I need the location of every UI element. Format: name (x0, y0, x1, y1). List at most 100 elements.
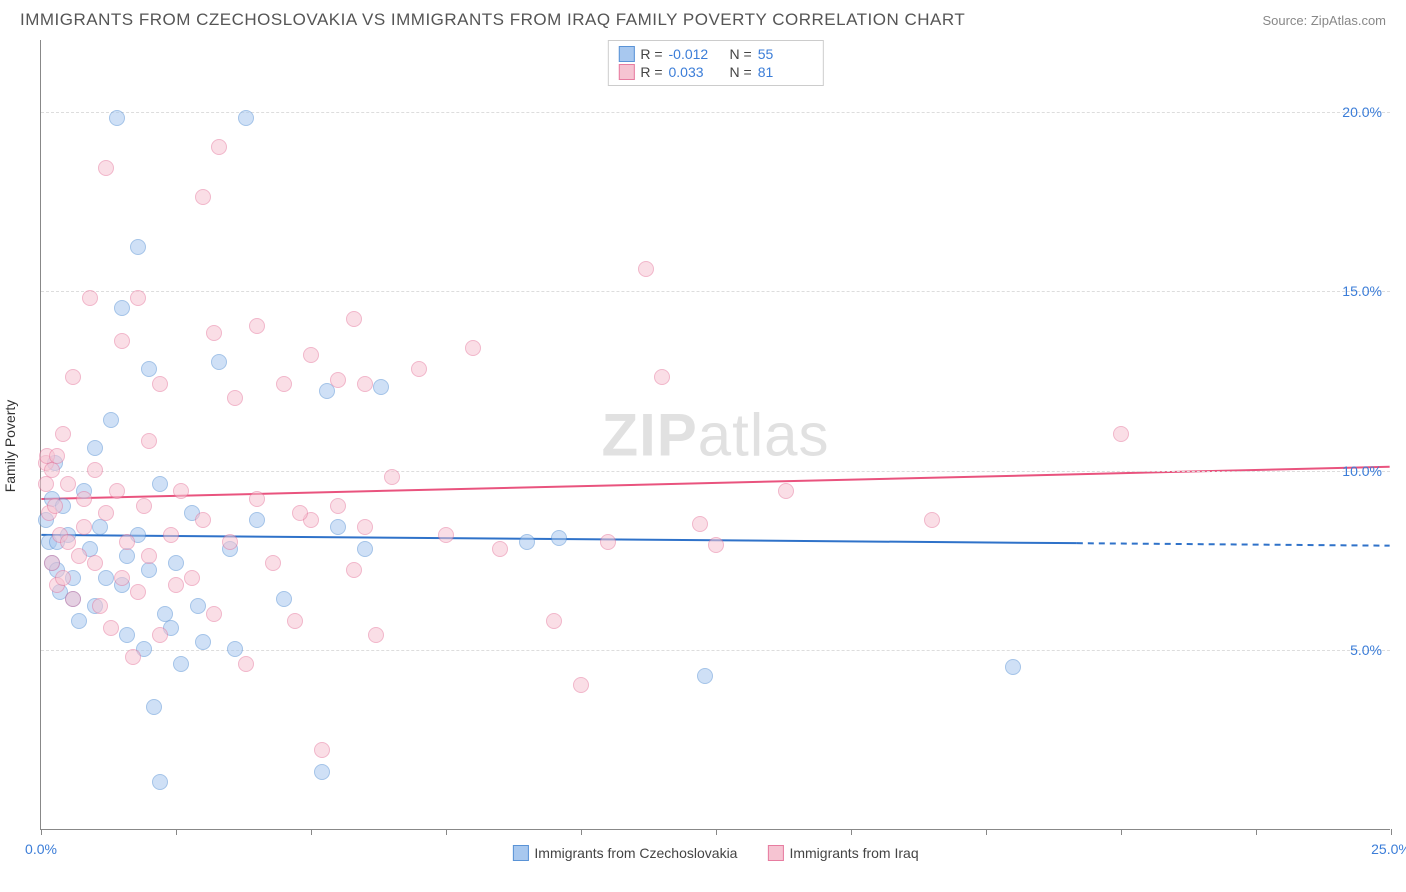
scatter-point (119, 627, 135, 643)
scatter-point (276, 376, 292, 392)
chart-title: IMMIGRANTS FROM CZECHOSLOVAKIA VS IMMIGR… (20, 10, 965, 30)
scatter-point (249, 512, 265, 528)
scatter-point (119, 534, 135, 550)
scatter-point (222, 534, 238, 550)
trend-line-dashed (1077, 543, 1390, 545)
legend-series-label: Immigrants from Czechoslovakia (534, 845, 737, 861)
trend-lines-svg (41, 40, 1390, 829)
scatter-point (227, 641, 243, 657)
y-tick-label: 15.0% (1342, 283, 1382, 299)
scatter-point (82, 290, 98, 306)
scatter-point (141, 433, 157, 449)
scatter-point (65, 591, 81, 607)
stat-r-label: R = (640, 64, 662, 80)
scatter-point (114, 300, 130, 316)
scatter-point (55, 426, 71, 442)
scatter-point (173, 483, 189, 499)
grid-line (41, 650, 1390, 651)
scatter-point (47, 498, 63, 514)
x-tick (1121, 829, 1122, 835)
scatter-point (130, 584, 146, 600)
legend-series-item: Immigrants from Iraq (767, 845, 918, 861)
scatter-point (368, 627, 384, 643)
scatter-point (119, 548, 135, 564)
scatter-point (49, 448, 65, 464)
scatter-point (114, 333, 130, 349)
grid-line (41, 471, 1390, 472)
x-tick-label: 25.0% (1371, 841, 1406, 857)
scatter-point (924, 512, 940, 528)
stat-r-value: 0.033 (669, 64, 724, 80)
scatter-point (206, 325, 222, 341)
scatter-point (152, 627, 168, 643)
scatter-point (346, 311, 362, 327)
scatter-point (168, 577, 184, 593)
scatter-point (60, 476, 76, 492)
scatter-point (44, 462, 60, 478)
watermark: ZIPatlas (601, 400, 829, 469)
x-tick (446, 829, 447, 835)
scatter-point (211, 354, 227, 370)
scatter-point (136, 498, 152, 514)
x-tick (41, 829, 42, 835)
scatter-point (44, 555, 60, 571)
chart-source: Source: ZipAtlas.com (1262, 13, 1386, 28)
scatter-point (287, 613, 303, 629)
legend-stat-row: R = 0.033N = 81 (608, 63, 822, 81)
scatter-point (692, 516, 708, 532)
scatter-point (114, 570, 130, 586)
series-legend: Immigrants from Czechoslovakia Immigrants… (512, 845, 918, 861)
x-tick (1391, 829, 1392, 835)
scatter-point (168, 555, 184, 571)
scatter-point (195, 634, 211, 650)
scatter-point (87, 555, 103, 571)
scatter-point (195, 189, 211, 205)
scatter-point (103, 412, 119, 428)
scatter-point (346, 562, 362, 578)
scatter-point (195, 512, 211, 528)
scatter-point (65, 369, 81, 385)
scatter-point (292, 505, 308, 521)
scatter-point (152, 376, 168, 392)
x-tick (1256, 829, 1257, 835)
y-tick-label: 5.0% (1350, 642, 1382, 658)
scatter-point (152, 476, 168, 492)
stat-r-value: -0.012 (669, 46, 724, 62)
scatter-point (141, 562, 157, 578)
scatter-point (384, 469, 400, 485)
scatter-point (141, 548, 157, 564)
scatter-point (438, 527, 454, 543)
x-tick (986, 829, 987, 835)
scatter-point (600, 534, 616, 550)
scatter-point (87, 440, 103, 456)
scatter-point (238, 656, 254, 672)
scatter-point (76, 491, 92, 507)
scatter-point (265, 555, 281, 571)
scatter-point (492, 541, 508, 557)
scatter-point (109, 483, 125, 499)
scatter-point (778, 483, 794, 499)
x-tick-label: 0.0% (25, 841, 57, 857)
scatter-point (303, 347, 319, 363)
scatter-point (103, 620, 119, 636)
stat-n-label: N = (730, 64, 752, 80)
legend-swatch (618, 46, 634, 62)
scatter-point (465, 340, 481, 356)
x-tick (716, 829, 717, 835)
scatter-point (141, 361, 157, 377)
scatter-point (330, 519, 346, 535)
scatter-point (76, 519, 92, 535)
stat-n-label: N = (730, 46, 752, 62)
scatter-point (92, 598, 108, 614)
legend-swatch (512, 845, 528, 861)
x-tick (311, 829, 312, 835)
correlation-legend: R = -0.012N = 55R = 0.033N = 81 (607, 40, 823, 86)
scatter-point (55, 570, 71, 586)
x-tick (176, 829, 177, 835)
x-tick (581, 829, 582, 835)
scatter-point (1005, 659, 1021, 675)
scatter-point (184, 570, 200, 586)
scatter-point (638, 261, 654, 277)
scatter-point (330, 498, 346, 514)
scatter-point (276, 591, 292, 607)
